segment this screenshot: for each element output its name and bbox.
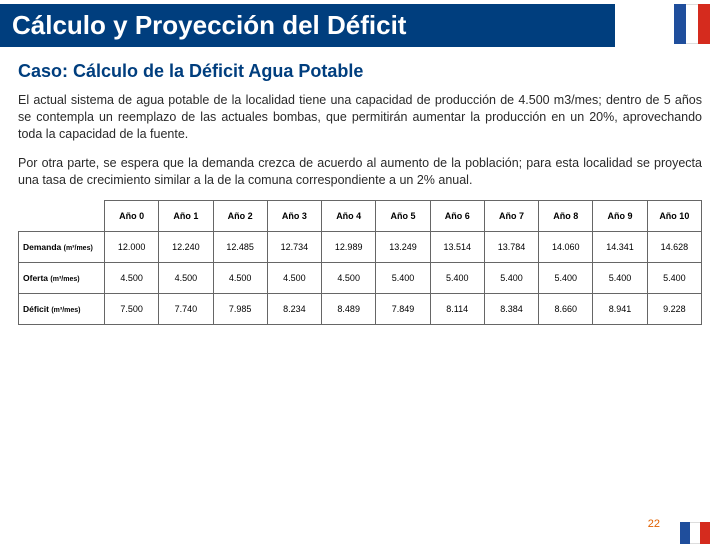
col-header: Año 10	[647, 201, 701, 232]
col-header: Año 0	[105, 201, 159, 232]
table-cell: 13.784	[484, 232, 538, 263]
table-cell: 13.514	[430, 232, 484, 263]
table-header-row: Año 0 Año 1 Año 2 Año 3 Año 4 Año 5 Año …	[19, 201, 702, 232]
table-cell: 7.740	[159, 294, 213, 325]
paragraph-1: El actual sistema de agua potable de la …	[0, 92, 720, 155]
table-cell: 7.849	[376, 294, 430, 325]
table-row: Oferta (m³/mes)4.5004.5004.5004.5004.500…	[19, 263, 702, 294]
data-table: Año 0 Año 1 Año 2 Año 3 Año 4 Año 5 Año …	[0, 200, 720, 325]
table-cell: 12.734	[267, 232, 321, 263]
table-cell: 7.985	[213, 294, 267, 325]
col-header: Año 9	[593, 201, 647, 232]
page-title: Cálculo y Proyección del Déficit	[0, 4, 615, 47]
table-corner	[19, 201, 105, 232]
table-cell: 13.249	[376, 232, 430, 263]
table-cell: 8.114	[430, 294, 484, 325]
table-cell: 12.485	[213, 232, 267, 263]
paragraph-2: Por otra parte, se espera que la demanda…	[0, 155, 720, 201]
col-header: Año 2	[213, 201, 267, 232]
col-header: Año 8	[539, 201, 593, 232]
table-cell: 4.500	[105, 263, 159, 294]
table-cell: 4.500	[267, 263, 321, 294]
table-cell: 8.660	[539, 294, 593, 325]
table-cell: 5.400	[593, 263, 647, 294]
page-number: 22	[648, 518, 660, 530]
table-cell: 8.941	[593, 294, 647, 325]
table-cell: 4.500	[213, 263, 267, 294]
table-cell: 5.400	[376, 263, 430, 294]
table-cell: 5.400	[430, 263, 484, 294]
row-header: Oferta (m³/mes)	[19, 263, 105, 294]
table-row: Déficit (m³/mes)7.5007.7407.9858.2348.48…	[19, 294, 702, 325]
table-cell: 12.240	[159, 232, 213, 263]
table-cell: 14.628	[647, 232, 701, 263]
table-cell: 8.489	[322, 294, 376, 325]
col-header: Año 1	[159, 201, 213, 232]
row-header: Demanda (m³/mes)	[19, 232, 105, 263]
table-cell: 12.989	[322, 232, 376, 263]
table-cell: 14.341	[593, 232, 647, 263]
flag-bottom	[680, 522, 710, 544]
table-cell: 8.384	[484, 294, 538, 325]
subtitle: Caso: Cálculo de la Déficit Agua Potable	[0, 47, 720, 92]
flag-top	[674, 4, 710, 44]
table-cell: 7.500	[105, 294, 159, 325]
table-cell: 8.234	[267, 294, 321, 325]
table-cell: 14.060	[539, 232, 593, 263]
col-header: Año 4	[322, 201, 376, 232]
table-row: Demanda (m³/mes)12.00012.24012.48512.734…	[19, 232, 702, 263]
table-cell: 4.500	[159, 263, 213, 294]
table-cell: 9.228	[647, 294, 701, 325]
table-cell: 5.400	[484, 263, 538, 294]
table-cell: 5.400	[647, 263, 701, 294]
table-cell: 12.000	[105, 232, 159, 263]
table-cell: 4.500	[322, 263, 376, 294]
col-header: Año 3	[267, 201, 321, 232]
col-header: Año 6	[430, 201, 484, 232]
col-header: Año 5	[376, 201, 430, 232]
col-header: Año 7	[484, 201, 538, 232]
table-cell: 5.400	[539, 263, 593, 294]
row-header: Déficit (m³/mes)	[19, 294, 105, 325]
